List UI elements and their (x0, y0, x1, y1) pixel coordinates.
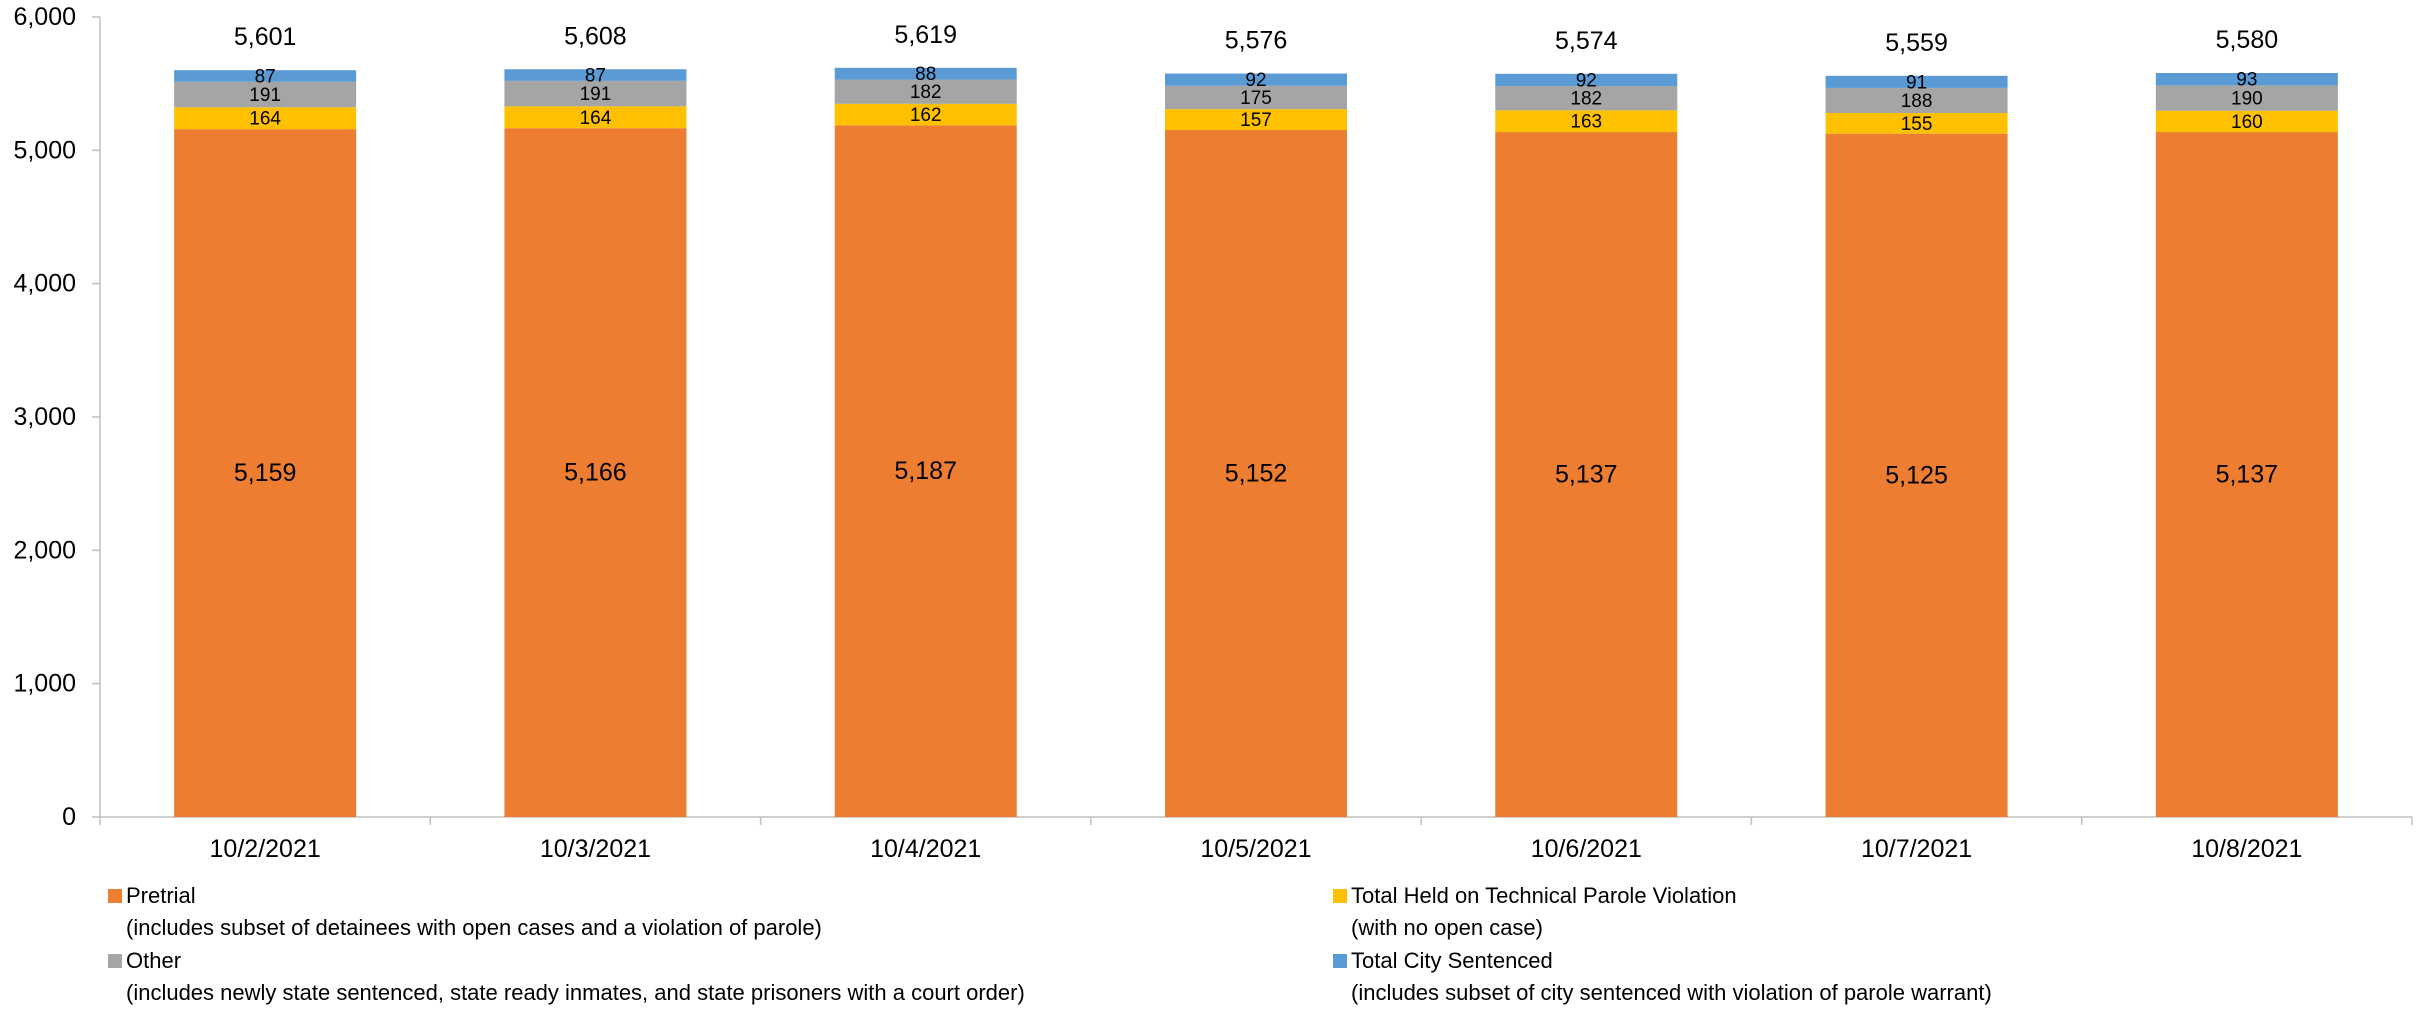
bar-segment (834, 79, 1017, 104)
data-label: 157 (1240, 110, 1272, 131)
bar-segment (1825, 133, 2008, 817)
bar-segment (504, 106, 687, 129)
bar-segment (1495, 132, 1678, 818)
data-label: 91 (1906, 72, 1927, 93)
data-label: 191 (580, 84, 612, 105)
bar-segment (1825, 75, 2008, 88)
data-label: 5,166 (564, 459, 627, 487)
data-label: 163 (1570, 112, 1602, 133)
data-label: 87 (585, 66, 606, 87)
y-tick-label: 3,000 (13, 403, 76, 431)
data-label: 164 (249, 109, 281, 130)
data-label: 160 (2231, 112, 2263, 133)
bar-segment (1495, 73, 1678, 87)
y-tick-label: 2,000 (13, 536, 76, 564)
bar-segment (834, 103, 1017, 126)
data-label: 93 (2236, 70, 2257, 91)
total-label: 5,619 (894, 21, 957, 49)
data-label: 92 (1576, 70, 1597, 91)
data-label: 188 (1901, 91, 1933, 112)
x-tick-label: 10/8/2021 (2191, 835, 2302, 863)
bar-segment (174, 81, 357, 108)
data-label: 5,187 (894, 457, 957, 485)
bar-segment (1165, 73, 1347, 86)
data-label: 175 (1240, 88, 1272, 109)
y-tick-label: 6,000 (13, 3, 76, 31)
total-label: 5,574 (1555, 27, 1618, 55)
bar-segment (504, 128, 687, 817)
bar-segment (1165, 109, 1347, 131)
x-tick-label: 10/4/2021 (870, 835, 981, 863)
bar-segment (1825, 87, 2008, 113)
y-tick-label: 1,000 (13, 670, 76, 698)
x-tick-label: 10/5/2021 (1200, 835, 1311, 863)
bar-segment (504, 80, 687, 107)
bar-segment (504, 69, 687, 81)
bar-segment (2155, 132, 2338, 818)
data-label: 191 (249, 85, 281, 106)
y-tick-label: 0 (62, 803, 76, 831)
data-label: 92 (1245, 70, 1266, 91)
data-label: 190 (2231, 89, 2263, 110)
data-label: 5,125 (1885, 461, 1948, 489)
bar-segment (174, 70, 357, 82)
x-tick-label: 10/2/2021 (210, 835, 321, 863)
x-tick-label: 10/6/2021 (1531, 835, 1642, 863)
data-label: 182 (910, 82, 942, 103)
bar-segment (834, 125, 1017, 817)
data-label: 5,152 (1225, 460, 1288, 488)
bar-segment (834, 67, 1017, 80)
bar-segment (2155, 110, 2338, 133)
bar-segment (174, 107, 357, 130)
bar-segment (1825, 113, 2008, 134)
data-label: 164 (580, 108, 612, 129)
data-label: 182 (1570, 89, 1602, 110)
data-label: 5,137 (1555, 461, 1618, 489)
data-label: 5,159 (234, 459, 297, 487)
bar-segment (2155, 73, 2338, 86)
bar-segment (1165, 130, 1347, 818)
total-label: 5,601 (234, 23, 297, 51)
data-label: 155 (1901, 114, 1933, 135)
y-tick-label: 5,000 (13, 136, 76, 164)
bar-segment (2155, 85, 2338, 111)
data-label: 5,137 (2216, 461, 2279, 489)
x-tick-label: 10/3/2021 (540, 835, 651, 863)
bar-segment (1165, 85, 1347, 110)
x-tick-label: 10/7/2021 (1861, 835, 1972, 863)
data-label: 87 (255, 67, 276, 88)
bar-segment (1495, 110, 1678, 133)
data-label: 88 (915, 64, 936, 85)
total-label: 5,608 (564, 22, 627, 50)
bar-segment (174, 129, 357, 818)
total-label: 5,580 (2216, 26, 2279, 54)
bar-segment (1495, 86, 1678, 111)
total-label: 5,559 (1885, 29, 1948, 57)
y-tick-label: 4,000 (13, 270, 76, 298)
data-label: 162 (910, 105, 942, 126)
total-label: 5,576 (1225, 27, 1288, 55)
